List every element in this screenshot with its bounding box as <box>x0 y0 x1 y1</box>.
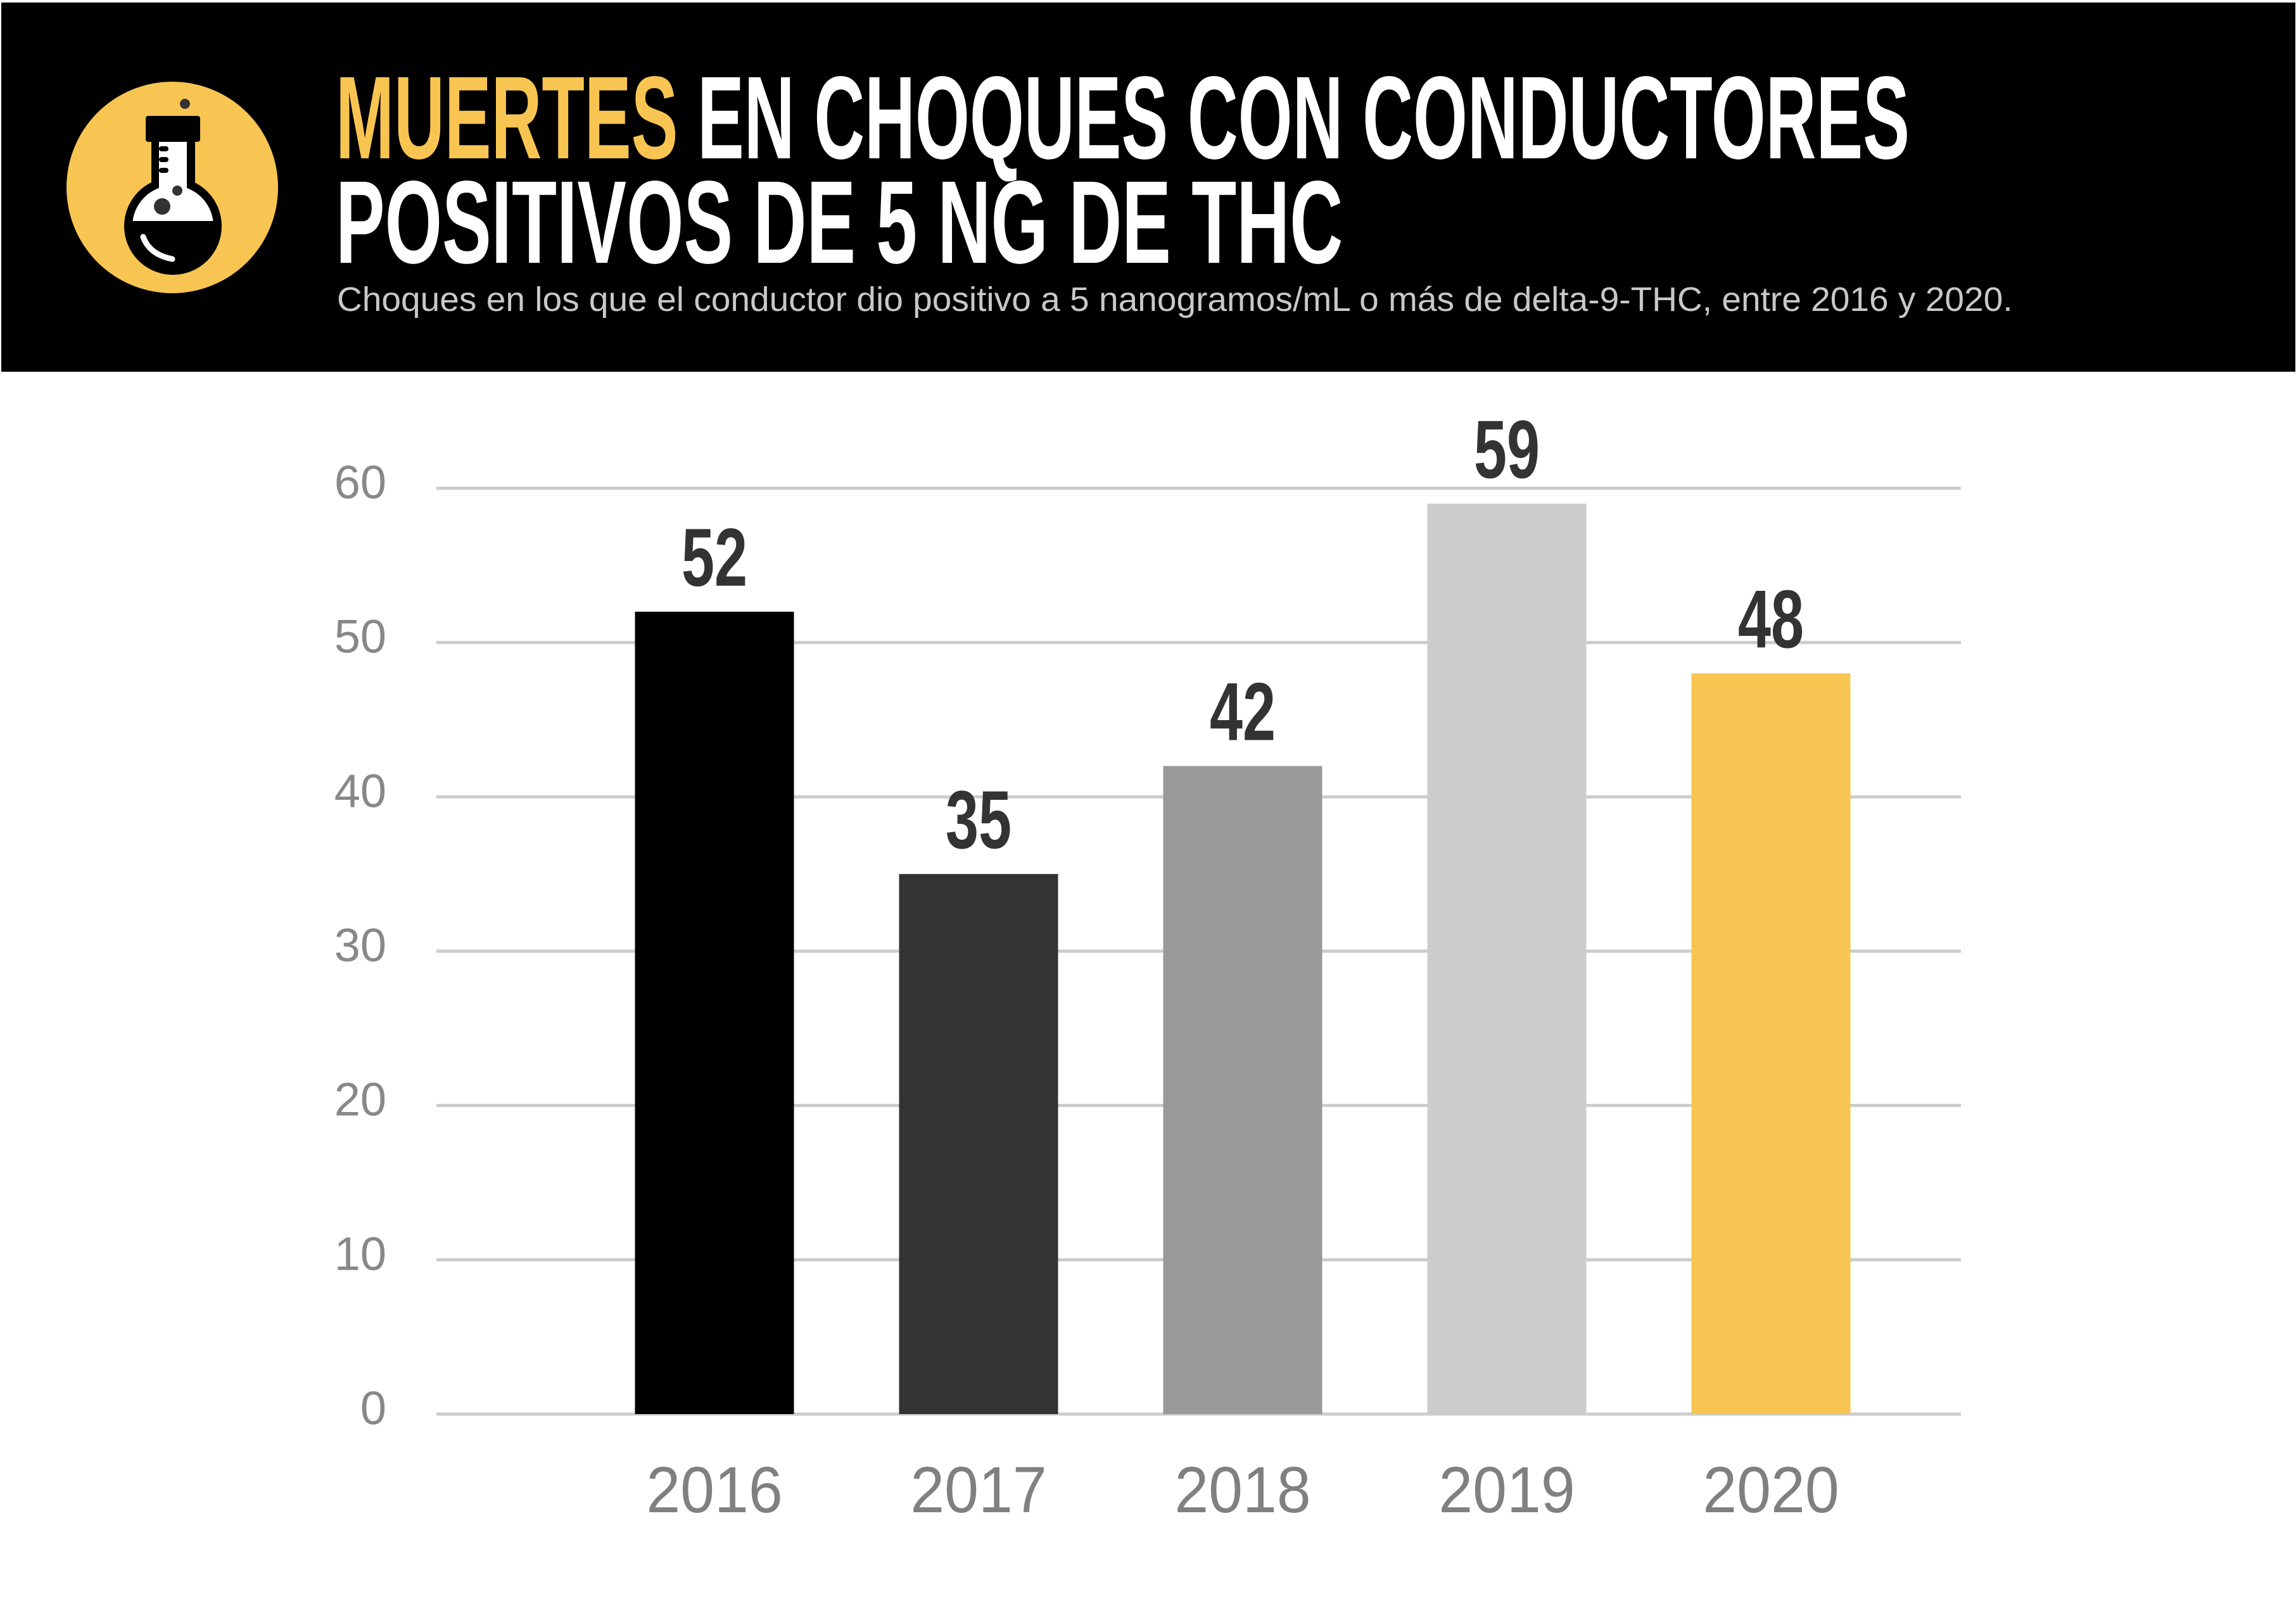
x-tick-group: 2020 <box>1703 1454 1839 1526</box>
x-tick-label: 2016 <box>646 1454 782 1526</box>
x-tick-labels: 2016 2017 2018 2019 2020 <box>646 1454 1839 1526</box>
x-tick-label: 2020 <box>1703 1454 1839 1526</box>
x-tick-group: 2017 <box>910 1454 1046 1526</box>
data-label-group: 42 <box>1210 666 1276 759</box>
y-tick-label: 40 <box>334 764 386 817</box>
header-banner <box>1 3 2295 372</box>
x-tick-label: 2017 <box>910 1454 1046 1526</box>
flask-cap <box>146 116 200 142</box>
neck-mark <box>159 157 168 162</box>
flask-icon <box>67 82 278 293</box>
neck-mark <box>159 168 168 173</box>
bubble-dot <box>180 99 190 109</box>
chart-title-line-2: POSITIVOS DE 5 NG DE THC <box>336 157 1343 288</box>
bar-2017 <box>899 874 1058 1414</box>
y-tick-label: 50 <box>334 610 386 663</box>
data-label: 42 <box>1210 666 1276 759</box>
data-label-group: 35 <box>946 774 1012 866</box>
y-tick-labels: 0 10 20 30 40 50 60 <box>334 456 386 1434</box>
x-tick-label: 2018 <box>1174 1454 1310 1526</box>
bubble <box>172 186 182 196</box>
gridline-60 <box>436 486 1961 490</box>
data-label-group: 59 <box>1474 403 1540 496</box>
flask-highlight <box>140 234 175 262</box>
data-label: 52 <box>682 512 747 604</box>
data-label: 59 <box>1474 403 1540 496</box>
x-tick-group: 2018 <box>1174 1454 1310 1526</box>
x-tick-group: 2016 <box>646 1454 782 1526</box>
chart-title-line-1: MUERTES EN CHOQUES CON CONDUCTORES <box>336 60 1910 177</box>
bar-2019 <box>1427 503 1587 1414</box>
neck-mark <box>159 146 168 151</box>
x-tick-group: 2019 <box>1438 1454 1575 1526</box>
data-label: 35 <box>946 774 1012 866</box>
bubble <box>154 198 170 215</box>
y-tick-label: 10 <box>334 1227 386 1280</box>
title-rest: EN CHOQUES CON CONDUCTORES <box>678 53 1910 184</box>
y-tick-label: 0 <box>360 1382 386 1434</box>
bar-2020 <box>1691 673 1851 1414</box>
data-labels: 52 35 42 59 48 <box>682 403 1804 866</box>
bars <box>635 503 1851 1414</box>
data-label-group: 52 <box>682 512 747 604</box>
y-tick-label: 20 <box>334 1073 386 1126</box>
chart-subtitle: Choques en los que el conductor dio posi… <box>337 281 2013 319</box>
bar-2016 <box>635 611 794 1414</box>
bar-2018 <box>1163 766 1322 1414</box>
y-tick-label: 30 <box>334 919 386 971</box>
title-accent: MUERTES <box>336 53 678 184</box>
data-label-group: 48 <box>1738 573 1804 666</box>
y-tick-label: 60 <box>334 456 386 509</box>
x-tick-label: 2019 <box>1438 1454 1575 1526</box>
data-label: 48 <box>1738 573 1804 666</box>
gridline-50 <box>436 641 1961 645</box>
